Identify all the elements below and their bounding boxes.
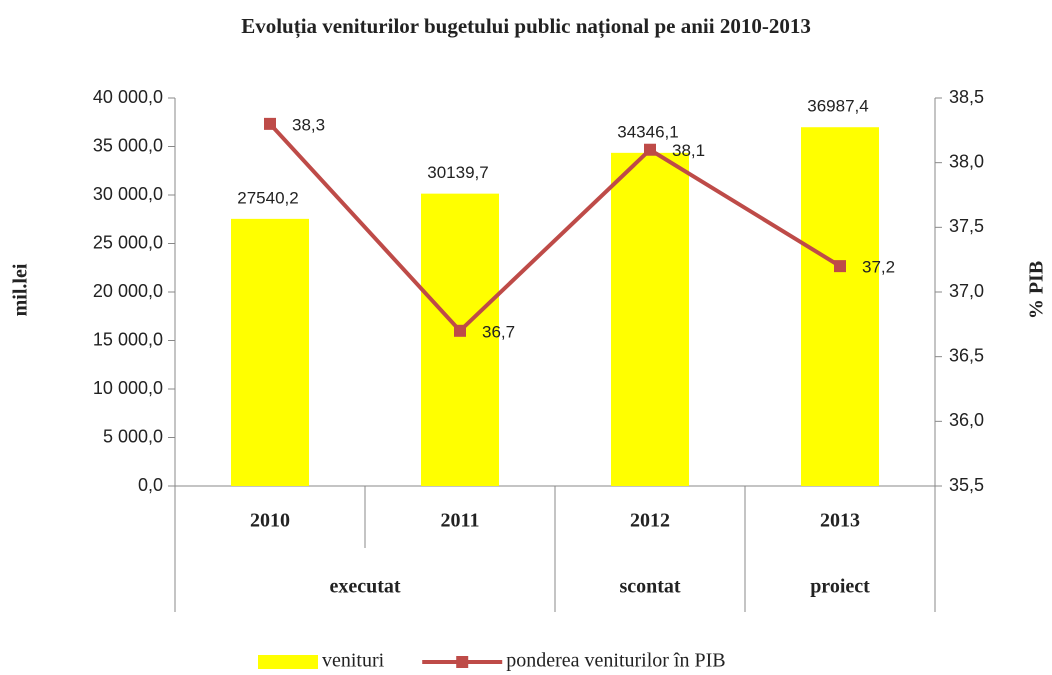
x-tick-label: 2010 — [250, 510, 290, 532]
line-marker — [834, 260, 846, 273]
line — [268, 122, 842, 334]
y-axis-title: mil.lei — [10, 263, 32, 316]
legend-swatch — [258, 655, 318, 669]
line-value-label: 38,3 — [292, 115, 325, 134]
y-tick-label: 30 000,0 — [93, 184, 163, 204]
y2-tick-label: 38,5 — [949, 87, 984, 107]
line-value-label: 36,7 — [482, 322, 515, 341]
x-tick-label: 2013 — [820, 510, 860, 532]
y-tick-label: 15 000,0 — [93, 329, 163, 349]
bar-value-label: 27540,2 — [237, 188, 298, 207]
group-label: proiect — [810, 576, 870, 598]
y2-axis-title: % PIB — [1026, 261, 1048, 319]
bar — [231, 218, 309, 487]
y2-tick-label: 37,5 — [949, 216, 984, 236]
y-tick-label: 10 000,0 — [93, 378, 163, 398]
bar-value-label: 34346,1 — [617, 122, 678, 141]
y-tick-label: 0,0 — [138, 475, 163, 495]
line-marker — [644, 143, 656, 156]
bar-value-label: 36987,4 — [807, 97, 868, 116]
line-marker — [454, 324, 466, 337]
y-tick-label: 40 000,0 — [93, 87, 163, 107]
x-tick-label: 2011 — [441, 510, 480, 532]
y-tick-label: 5 000,0 — [103, 426, 163, 446]
y-tick-label: 25 000,0 — [93, 232, 163, 252]
x-tick-label: 2012 — [630, 510, 670, 532]
bar — [611, 152, 689, 486]
line-value-label: 38,1 — [672, 141, 705, 160]
line-marker — [264, 117, 276, 130]
bar-value-label: 30139,7 — [427, 163, 488, 182]
y2-tick-label: 38,0 — [949, 151, 984, 171]
group-label: scontat — [619, 576, 680, 598]
y2-tick-label: 37,0 — [949, 281, 984, 301]
line-value-label: 37,2 — [862, 258, 895, 277]
legend-label: venituri — [322, 650, 385, 672]
y2-tick-label: 36,5 — [949, 345, 984, 365]
group-label: executat — [329, 576, 400, 598]
chart-title: Evoluția veniturilor bugetului public na… — [241, 14, 811, 39]
legend-label: ponderea veniturilor în PIB — [506, 650, 725, 672]
bar — [421, 193, 499, 487]
y2-tick-label: 35,5 — [949, 475, 984, 495]
bar — [801, 127, 879, 486]
y-tick-label: 35 000,0 — [93, 135, 163, 155]
legend-swatch-marker — [456, 656, 469, 668]
y2-tick-label: 36,0 — [949, 410, 984, 430]
y-tick-label: 20 000,0 — [93, 281, 163, 301]
